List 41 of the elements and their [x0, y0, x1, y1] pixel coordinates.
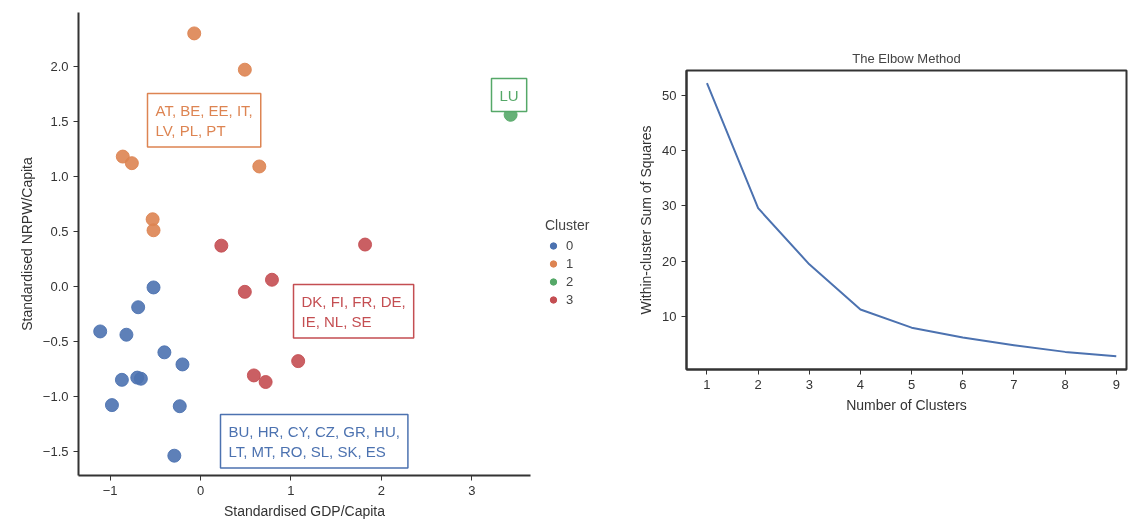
x-axis-title: Standardised GDP/Capita [223, 502, 386, 519]
legend-label: 2 [566, 273, 575, 289]
y-tick-label: 30 [662, 198, 677, 214]
y-tick-label: 2.0 [50, 58, 69, 74]
y-tick-label: −1.5 [42, 443, 69, 459]
x-tick-label: −1 [102, 482, 118, 498]
y-tick-label: 1.5 [50, 113, 69, 129]
chart-title: The Elbow Method [852, 50, 961, 66]
y-axis-title: Standardised NRPW/Capita [18, 157, 35, 331]
x-tick-label: 9 [1112, 376, 1120, 392]
x-tick-label: 4 [856, 376, 865, 392]
x-tick-label: 2 [754, 376, 762, 392]
x-tick-label: 5 [908, 376, 916, 392]
x-tick-label: 1 [287, 482, 295, 498]
legend-title: Cluster [545, 216, 590, 232]
annotation: LU [499, 86, 519, 104]
x-tick-label: 2 [377, 482, 385, 498]
x-tick-label: 3 [468, 482, 476, 498]
x-tick-label: 8 [1061, 376, 1069, 392]
x-axis-title: Number of Clusters [846, 396, 967, 413]
legend-label: 1 [566, 255, 575, 271]
y-tick-label: −1.0 [42, 388, 69, 404]
y-tick-label: 0.5 [50, 223, 69, 239]
x-tick-label: 1 [703, 376, 711, 392]
x-tick-label: 7 [1010, 376, 1018, 392]
x-tick-label: 3 [805, 376, 813, 392]
y-tick-label: 1.0 [50, 168, 69, 184]
x-tick-label: 6 [959, 376, 967, 392]
y-tick-label: 20 [662, 253, 677, 269]
y-tick-label: 0.0 [50, 278, 69, 294]
annotation: DK, FI, FR, DE, IE, NL, SE [301, 292, 406, 330]
y-tick-label: −0.5 [42, 333, 69, 349]
y-tick-label: 10 [662, 308, 677, 324]
x-tick-label: 0 [196, 482, 205, 498]
legend-label: 3 [566, 291, 575, 307]
annotation: AT, BE, EE, IT, LV, PL, PT [155, 101, 253, 139]
annotation: BU, HR, CY, CZ, GR, HU, LT, MT, RO, SL, SK, ES [228, 422, 400, 460]
y-tick-label: 50 [662, 88, 677, 104]
legend-label: 0 [566, 237, 575, 253]
y-axis-title: Within-cluster Sum of Squares [638, 125, 655, 315]
y-tick-label: 40 [662, 143, 677, 159]
